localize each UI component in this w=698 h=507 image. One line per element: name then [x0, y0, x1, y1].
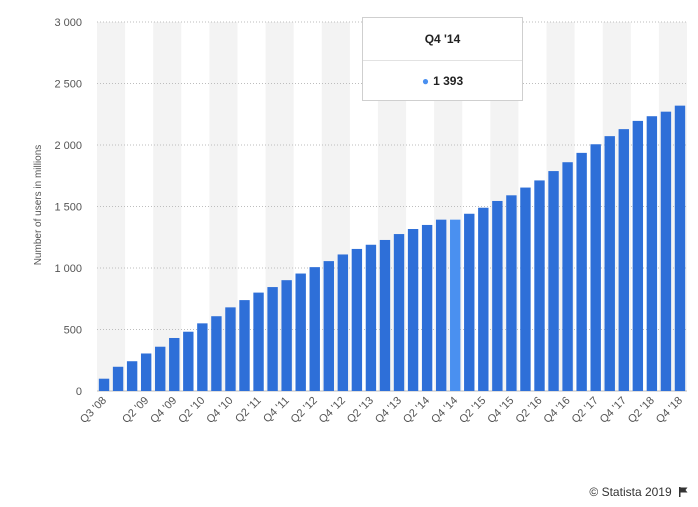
y-tick-label: 1 000	[54, 263, 82, 275]
x-tick-label: Q4 '18	[654, 395, 685, 426]
bar-q4-17[interactable]	[618, 129, 629, 391]
bar-q3-13[interactable]	[379, 239, 391, 391]
bar-q3-12[interactable]	[323, 261, 334, 391]
bar-q4-18[interactable]	[674, 105, 686, 391]
x-tick-label: Q2 '17	[570, 395, 601, 426]
tooltip-value: 1 393	[433, 74, 464, 88]
x-tick-label: Q4 '16	[542, 395, 573, 426]
bar-q4-16[interactable]	[562, 162, 573, 391]
bar-q4-08[interactable]	[112, 366, 124, 391]
bar-q2-18[interactable]	[646, 116, 658, 391]
bar-q2-13[interactable]	[365, 244, 377, 391]
x-tick-label: Q4 '11	[261, 395, 292, 426]
bar-q3-08[interactable]	[98, 378, 110, 391]
y-tick-label: 3 000	[54, 17, 82, 29]
flag-icon[interactable]	[679, 487, 688, 497]
x-tick-label: Q2 '10	[176, 395, 207, 426]
x-tick-label: Q4 '15	[485, 395, 516, 426]
bar-q4-09[interactable]	[169, 337, 180, 391]
y-tick-label: 500	[64, 325, 82, 337]
y-axis-title: Number of users in millions	[33, 145, 44, 266]
bar-q4-10[interactable]	[225, 307, 236, 391]
bar-q2-12[interactable]	[309, 267, 320, 391]
x-tick-label: Q4 '13	[373, 395, 404, 426]
bar-q3-15[interactable]	[492, 200, 503, 391]
x-tick-label: Q4 '09	[148, 395, 179, 426]
tooltip: Q4 '14 ● 1 393	[362, 17, 523, 101]
x-tick-label: Q4 '12	[317, 395, 348, 426]
bar-q1-12[interactable]	[295, 273, 306, 391]
bar-q2-10[interactable]	[197, 323, 208, 391]
bar-q3-17[interactable]	[604, 136, 615, 391]
bar-q1-15[interactable]	[464, 213, 475, 391]
bar-q1-10[interactable]	[183, 331, 194, 391]
x-tick-label: Q4 '14	[429, 395, 460, 426]
x-tick-label: Q4 '17	[598, 395, 629, 426]
bars	[98, 105, 686, 392]
x-tick-label: Q2 '12	[289, 395, 320, 426]
y-tick-label: 2 000	[54, 140, 82, 152]
x-tick-label: Q2 '13	[345, 395, 376, 426]
bar-q3-11[interactable]	[267, 287, 278, 391]
x-tick-label: Q4 '10	[204, 395, 235, 426]
y-tick-label: 1 500	[54, 202, 82, 214]
bar-q1-13[interactable]	[351, 248, 363, 391]
x-tick-label: Q2 '11	[233, 395, 264, 426]
bar-q1-11[interactable]	[239, 300, 250, 391]
bar-q3-16[interactable]	[548, 171, 559, 391]
bar-q2-15[interactable]	[478, 207, 489, 391]
x-tick-label: Q2 '09	[120, 395, 151, 426]
y-tick-label: 2 500	[54, 79, 82, 91]
bar-q4-11[interactable]	[281, 280, 292, 391]
x-tick-label: Q2 '18	[626, 395, 657, 426]
x-tick-label: Q3 '08	[78, 395, 109, 426]
bar-q4-15[interactable]	[506, 195, 517, 391]
source-credit: © Statista 2019	[589, 485, 688, 499]
bar-q3-10[interactable]	[211, 316, 222, 391]
bar-q1-16[interactable]	[520, 187, 531, 391]
bar-q2-16[interactable]	[534, 180, 545, 391]
x-tick-label: Q2 '16	[513, 395, 544, 426]
bar-q2-09[interactable]	[140, 353, 152, 391]
bar-q1-17[interactable]	[576, 152, 587, 391]
bar-q4-14[interactable]	[450, 219, 461, 391]
bar-q3-09[interactable]	[155, 346, 166, 391]
bar-q4-13[interactable]	[393, 234, 405, 391]
y-axis-ticks: 0 500 1 000 1 500 2 000 2 500 3 000	[54, 17, 82, 398]
x-tick-label: Q2 '15	[457, 395, 488, 426]
tooltip-body: ● 1 393	[363, 61, 522, 101]
bar-q2-17[interactable]	[590, 144, 601, 391]
bar-q2-11[interactable]	[253, 292, 264, 391]
background-band	[97, 22, 126, 391]
bar-q1-18[interactable]	[632, 120, 644, 391]
series-dot-icon: ●	[421, 74, 430, 88]
bar-q2-14[interactable]	[421, 224, 433, 391]
x-tick-label: Q2 '14	[401, 395, 432, 426]
bar-q1-09[interactable]	[126, 361, 138, 391]
credit-text: © Statista 2019	[589, 485, 672, 499]
tooltip-title: Q4 '14	[363, 18, 522, 61]
y-tick-label: 0	[76, 386, 82, 398]
bar-q1-14[interactable]	[407, 229, 419, 391]
bar-q3-18[interactable]	[660, 111, 672, 392]
bar-q4-12[interactable]	[337, 254, 349, 391]
bar-q3-14[interactable]	[435, 219, 447, 391]
